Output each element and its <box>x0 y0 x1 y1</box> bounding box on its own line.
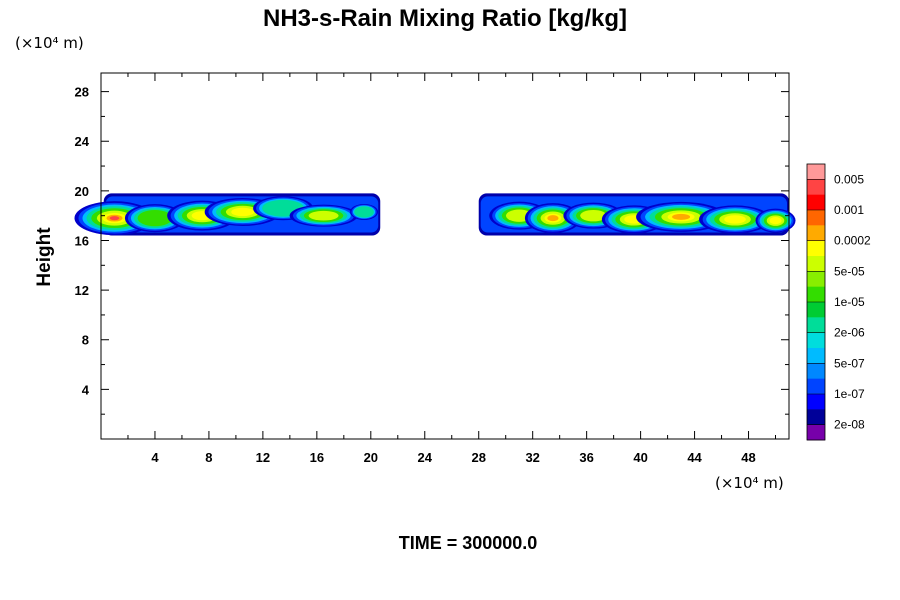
colorbar: 0.005 0.001 0.0002 5e-05 1e-05 2e-06 5e-07 1e-0… <box>806 163 871 441</box>
colorbar-swatch <box>807 194 825 211</box>
colorbar-label: 0.0002 <box>834 234 871 248</box>
y-tick-label: 24 <box>75 134 90 149</box>
colorbar-swatch <box>807 164 825 180</box>
colorbar-label: 0.001 <box>834 203 864 217</box>
y-tick-label: 12 <box>75 283 89 298</box>
colorbar-swatch <box>807 424 825 441</box>
colorbar-swatch <box>807 302 825 318</box>
x-tick-label: 40 <box>633 450 647 465</box>
colorbar-swatch <box>807 394 825 410</box>
colorbar-swatch <box>807 179 825 196</box>
x-axis: 4 8 12 16 20 24 28 32 36 40 44 48 <box>127 73 777 465</box>
x-tick-label: 24 <box>418 450 433 465</box>
colorbar-swatch <box>807 225 825 242</box>
chart-title: NH3-s-Rain Mixing Ratio [kg/kg] <box>263 5 627 32</box>
contour-band <box>308 210 339 221</box>
x-tick-label: 48 <box>741 450 755 465</box>
colorbar-swatch <box>807 240 825 257</box>
contour-band <box>137 210 173 227</box>
y-axis-label: Height <box>34 227 55 287</box>
y-axis: 4 8 12 16 20 24 28 <box>75 85 789 415</box>
y-unit-label: (×10⁴ m) <box>15 34 84 52</box>
colorbar-swatch <box>807 256 825 272</box>
x-tick-label: 4 <box>151 450 159 465</box>
contour-band <box>724 215 746 224</box>
y-tick-label: 4 <box>82 382 90 397</box>
y-tick-label: 20 <box>75 184 89 199</box>
x-tick-label: 28 <box>471 450 485 465</box>
colorbar-swatch <box>807 210 825 226</box>
x-tick-label: 36 <box>579 450 593 465</box>
colorbar-swatch <box>807 286 825 303</box>
colorbar-label: 5e-05 <box>834 264 865 278</box>
contour-band <box>672 213 691 220</box>
contour-band <box>769 217 782 225</box>
colorbar-swatch <box>807 271 825 288</box>
colorbar-label: 0.005 <box>834 172 864 186</box>
x-tick-label: 12 <box>256 450 270 465</box>
x-tick-label: 44 <box>687 450 702 465</box>
colorbar-swatch <box>807 332 825 349</box>
contour-band <box>354 206 374 218</box>
contour-band <box>109 216 120 221</box>
colorbar-label: 5e-07 <box>834 356 865 370</box>
colorbar-label: 2e-06 <box>834 326 865 340</box>
x-tick-label: 8 <box>205 450 212 465</box>
x-tick-label: 20 <box>364 450 378 465</box>
x-tick-label: 16 <box>310 450 324 465</box>
colorbar-label: 1e-05 <box>834 295 865 309</box>
colorbar-label: 2e-08 <box>834 418 865 432</box>
plot-frame <box>100 72 790 440</box>
x-unit-label: (×10⁴ m) <box>715 474 784 492</box>
contour-band <box>547 215 559 222</box>
colorbar-label: 1e-07 <box>834 387 865 401</box>
time-label: TIME = 300000.0 <box>399 533 538 553</box>
colorbar-swatch <box>807 317 825 334</box>
contour-field <box>74 193 796 236</box>
y-tick-label: 8 <box>82 333 89 348</box>
colorbar-swatch <box>807 409 825 426</box>
colorbar-swatch <box>807 363 825 380</box>
y-tick-label: 16 <box>75 233 89 248</box>
contour-band <box>580 209 607 222</box>
x-tick-label: 32 <box>525 450 539 465</box>
colorbar-swatch <box>807 378 825 395</box>
contour-band <box>231 207 255 217</box>
colorbar-swatch <box>807 348 825 364</box>
y-tick-label: 28 <box>75 85 89 100</box>
